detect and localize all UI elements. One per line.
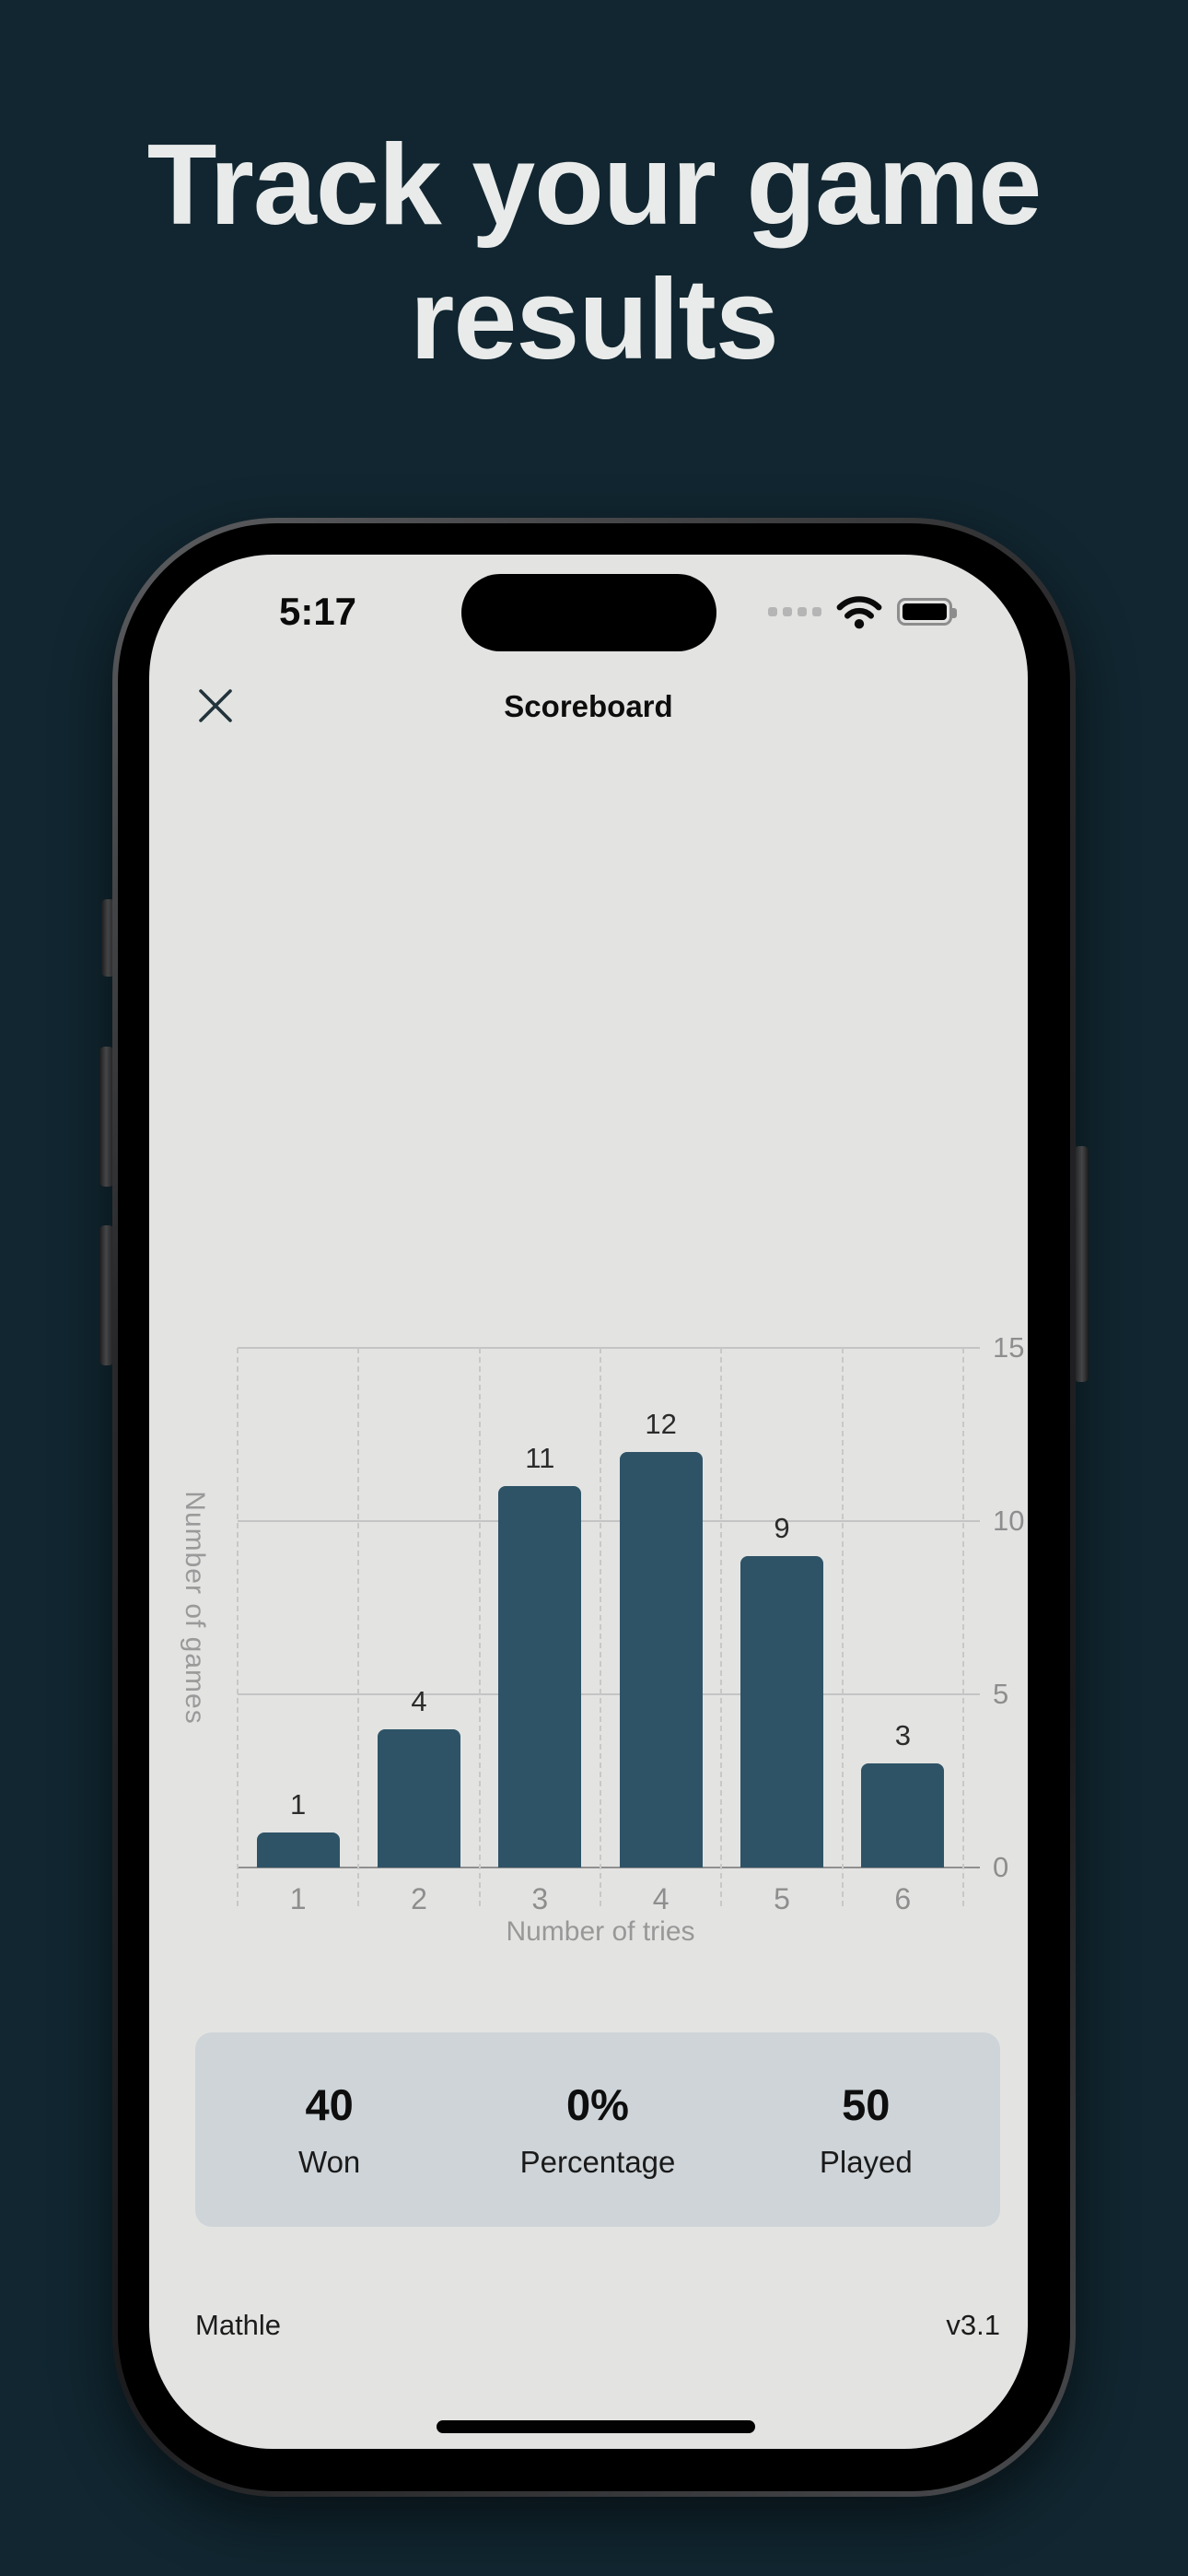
stat-played-value: 50 [842, 2080, 891, 2129]
gridline-vertical [962, 1348, 964, 1906]
battery-icon [897, 598, 957, 626]
stat-played-label: Played [819, 2145, 913, 2179]
chart-bar [378, 1728, 460, 1868]
gridline-horizontal [238, 1347, 980, 1349]
app-name: Mathle [195, 2309, 282, 2341]
y-tick-label: 5 [993, 1678, 1009, 1710]
x-tick-label: 2 [411, 1882, 427, 1915]
home-indicator[interactable] [437, 2420, 755, 2433]
gridline-vertical [720, 1348, 723, 1906]
volume-down-button [99, 1225, 114, 1365]
bar-value-label: 4 [411, 1684, 427, 1717]
phone-frame: 5:17 [112, 518, 1076, 2497]
volume-up-button [99, 1047, 114, 1187]
bar-value-label: 3 [894, 1719, 911, 1752]
x-tick-label: 4 [652, 1882, 670, 1915]
stat-percentage: 0% Percentage [463, 2032, 731, 2227]
gridline-vertical [237, 1348, 239, 1906]
phone-bezel: 5:17 [118, 523, 1070, 2491]
gridline-horizontal [238, 1520, 980, 1522]
bar-value-label: 12 [645, 1407, 677, 1440]
gridline-vertical [357, 1348, 360, 1906]
status-bar-icons [768, 588, 961, 636]
app-version: v3.1 [946, 2309, 1000, 2341]
dynamic-island [461, 574, 716, 651]
bar-value-label: 1 [290, 1788, 307, 1821]
chart-bar [861, 1763, 945, 1868]
y-tick-label: 0 [993, 1851, 1009, 1883]
chart-bar [619, 1451, 703, 1868]
gridline-vertical [600, 1348, 601, 1906]
x-tick-label: 3 [531, 1882, 549, 1915]
screen-title: Scoreboard [504, 689, 673, 723]
chart-bar [498, 1486, 582, 1868]
bar-value-label: 11 [525, 1442, 555, 1475]
power-button [1074, 1146, 1089, 1382]
gridline-vertical [478, 1348, 481, 1906]
x-tick-label: 5 [774, 1882, 790, 1915]
stat-played: 50 Played [732, 2032, 1000, 2227]
stat-won-label: Won [298, 2145, 361, 2179]
y-axis-title: Number of games [180, 1491, 210, 1725]
wifi-icon [836, 596, 882, 629]
x-axis-title: Number of tries [506, 1916, 695, 1947]
cellular-signal-icon [768, 607, 821, 616]
stats-card: 40 Won 0% Percentage 50 Played [195, 2032, 1000, 2227]
close-icon[interactable] [195, 685, 236, 726]
stat-won: 40 Won [195, 2032, 463, 2227]
gridline-vertical [841, 1348, 844, 1906]
x-axis-baseline [238, 1867, 980, 1868]
x-tick-label: 1 [289, 1882, 307, 1915]
stat-percentage-label: Percentage [519, 2145, 676, 2179]
status-bar-time: 5:17 [278, 590, 357, 633]
stat-percentage-value: 0% [566, 2080, 629, 2129]
chart-bar [740, 1555, 823, 1868]
x-tick-label: 6 [894, 1882, 912, 1915]
phone-screen: 5:17 [149, 555, 1028, 2449]
gridline-horizontal [238, 1693, 980, 1695]
bar-chart-plot-area: 0 5 10 15 1 1 4 2 11 3 12 4 9 5 3 6 [237, 1331, 1024, 1915]
y-tick-label: 10 [993, 1505, 1025, 1537]
y-tick-label: 15 [993, 1331, 1025, 1364]
bar-value-label: 9 [774, 1511, 790, 1544]
page-title: Track your game results [146, 122, 1042, 384]
chart-bar [256, 1832, 340, 1868]
stat-won-value: 40 [305, 2080, 354, 2129]
